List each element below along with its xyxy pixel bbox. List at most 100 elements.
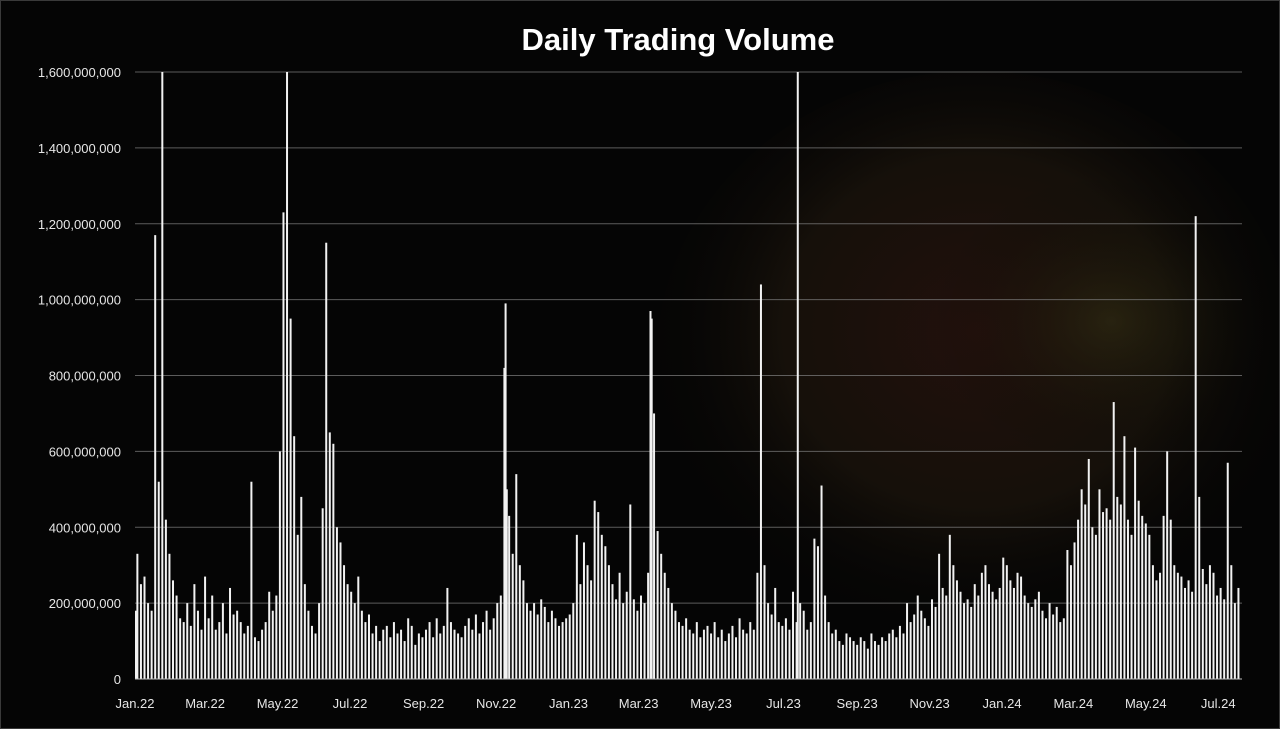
bar <box>849 637 852 679</box>
background-decoration <box>656 71 1279 651</box>
bar <box>1183 587 1186 679</box>
bar <box>239 622 242 679</box>
bar <box>353 603 356 679</box>
x-tick-label: May.23 <box>690 696 732 711</box>
bar <box>636 610 639 679</box>
bar <box>460 637 463 679</box>
bar <box>1087 458 1090 679</box>
bar <box>289 318 292 679</box>
chart-title: Daily Trading Volume <box>522 22 835 57</box>
bar <box>774 587 777 679</box>
bar <box>229 587 232 679</box>
bar <box>1027 603 1030 679</box>
bar <box>920 610 923 679</box>
bar <box>856 644 859 679</box>
bar <box>232 614 235 679</box>
bar <box>1169 519 1172 679</box>
bar <box>845 633 848 679</box>
bar <box>196 610 199 679</box>
bar <box>518 565 521 679</box>
bar <box>1155 580 1158 679</box>
bar <box>221 603 224 679</box>
bar <box>489 629 492 679</box>
bar <box>1151 565 1154 679</box>
bar <box>261 629 264 679</box>
bar <box>367 614 370 679</box>
bar <box>1048 603 1051 679</box>
bar <box>653 413 656 679</box>
bar <box>1094 534 1097 679</box>
bar <box>735 637 738 679</box>
bar <box>421 637 424 679</box>
bar <box>639 595 642 679</box>
x-tick-label: Jan.23 <box>549 696 588 711</box>
bar <box>720 629 723 679</box>
bar <box>838 641 841 679</box>
bar <box>745 633 748 679</box>
bar <box>335 527 338 679</box>
bar <box>303 584 306 679</box>
bar <box>611 584 614 679</box>
bar <box>667 587 670 679</box>
bar <box>866 648 869 679</box>
bar <box>941 587 944 679</box>
bar <box>859 637 862 679</box>
bar <box>891 629 894 679</box>
bar <box>816 546 819 679</box>
bar <box>731 625 734 679</box>
bar <box>618 572 621 679</box>
bar <box>558 625 561 679</box>
bar <box>681 625 684 679</box>
x-tick-label: Jan.24 <box>983 696 1022 711</box>
bar <box>453 629 456 679</box>
bar <box>207 618 210 679</box>
bar <box>1237 587 1240 679</box>
bar <box>998 587 1001 679</box>
bar <box>1226 462 1229 679</box>
bar <box>695 622 698 679</box>
bar <box>1045 618 1048 679</box>
bar <box>378 641 381 679</box>
bar <box>955 580 958 679</box>
bar <box>930 599 933 679</box>
bar <box>724 641 727 679</box>
bar <box>749 622 752 679</box>
bar <box>1198 496 1201 679</box>
bar <box>236 610 239 679</box>
bar <box>660 553 663 679</box>
bar <box>243 633 246 679</box>
x-tick-label: Nov.22 <box>476 696 516 711</box>
x-axis: Jan.22 Mar.22 May.22 Jul.22 Sep.22 Nov.22 Jan.… <box>115 696 1235 711</box>
bar <box>831 633 834 679</box>
bar <box>565 618 568 679</box>
bar <box>1091 527 1094 679</box>
bar <box>364 622 367 679</box>
bar <box>529 610 532 679</box>
bar <box>597 512 600 679</box>
bar <box>1073 542 1076 679</box>
bar <box>863 641 866 679</box>
bar <box>873 641 876 679</box>
bar <box>934 606 937 679</box>
x-tick-label: Jul.23 <box>766 696 801 711</box>
bar <box>649 311 652 679</box>
bar <box>827 622 830 679</box>
bar <box>522 580 525 679</box>
bar <box>1069 565 1072 679</box>
bar <box>371 633 374 679</box>
bar <box>841 644 844 679</box>
bar <box>275 595 278 679</box>
bar <box>1109 519 1112 679</box>
bar <box>670 603 673 679</box>
bar <box>656 531 659 679</box>
bar <box>852 641 855 679</box>
bar <box>834 629 837 679</box>
bar <box>471 629 474 679</box>
bar <box>622 603 625 679</box>
bar <box>752 629 755 679</box>
bar <box>414 644 417 679</box>
bar <box>1105 508 1108 679</box>
bar <box>759 284 762 679</box>
bar <box>952 565 955 679</box>
bar <box>307 610 310 679</box>
